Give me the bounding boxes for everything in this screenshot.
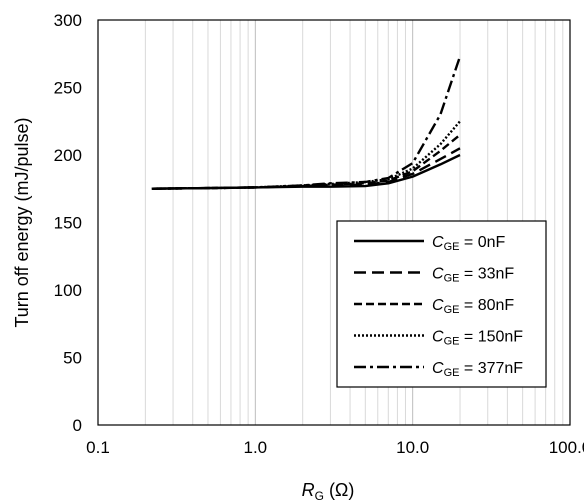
legend-label: CGE = 33nF: [432, 266, 514, 285]
series-line: [151, 56, 462, 190]
legend-label-sub: GE: [444, 273, 460, 285]
legend-label-rest: = 80nF: [459, 297, 514, 314]
legend-label-rest: = 377nF: [459, 360, 523, 377]
series-lines: [151, 56, 462, 190]
x-tick-label: 100.0: [549, 438, 584, 457]
series-line: [151, 120, 461, 190]
x-axis-title-unit: (Ω): [324, 480, 354, 500]
legend-label-main: C: [432, 329, 444, 346]
legend-label: CGE = 0nF: [432, 234, 506, 253]
legend-label: CGE = 377nF: [432, 360, 523, 379]
plot-area-frame: [97, 19, 571, 426]
legend-label-sub: GE: [444, 241, 460, 253]
x-tick-label: 1.0: [244, 438, 268, 457]
legend-label-sub: GE: [444, 304, 460, 316]
x-tick-label: 0.1: [86, 438, 110, 457]
legend-label-sub: GE: [444, 336, 460, 348]
tick-labels: 0.1 1.0 10.0 100.0 0 50 100 150 200 250 300: [54, 11, 584, 457]
y-tick-label: 100: [54, 281, 82, 300]
x-axis-title-main: R: [302, 480, 315, 500]
y-tick-label: 50: [63, 349, 82, 368]
series-line: [151, 133, 461, 190]
legend-label-rest: = 150nF: [459, 329, 523, 346]
legend-label-sub: GE: [444, 367, 460, 379]
legend-label-main: C: [432, 297, 444, 314]
series-line: [151, 153, 461, 190]
legend-label: CGE = 150nF: [432, 329, 523, 348]
y-axis-title: Turn off energy (mJ/pulse): [12, 117, 32, 327]
legend-label-rest: = 33nF: [459, 266, 514, 283]
legend-label-main: C: [432, 234, 444, 251]
legend-label-main: C: [432, 360, 444, 377]
legend-label: CGE = 80nF: [432, 297, 514, 316]
y-tick-label: 250: [54, 79, 82, 98]
x-axis-title-sub: G: [315, 489, 324, 503]
x-axis-title: RG (Ω): [302, 480, 355, 503]
x-tick-label: 10.0: [396, 438, 429, 457]
y-tick-label: 150: [54, 214, 82, 233]
legend-label-rest: = 0nF: [459, 234, 505, 251]
y-tick-label: 200: [54, 146, 82, 165]
legend-label-main: C: [432, 266, 444, 283]
y-tick-label: 0: [73, 416, 82, 435]
y-tick-label: 300: [54, 11, 82, 30]
